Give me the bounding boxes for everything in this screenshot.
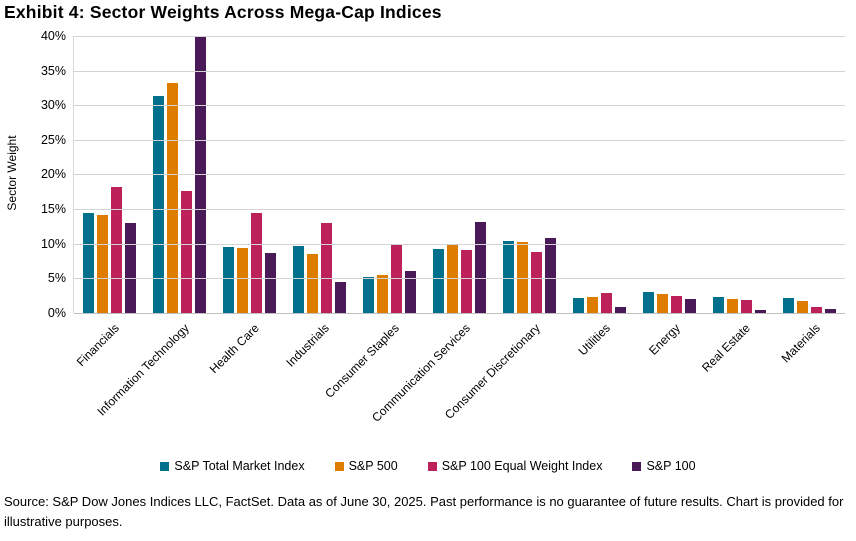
bar xyxy=(783,298,795,313)
bar xyxy=(657,293,669,313)
bar xyxy=(741,299,753,313)
bar-group-financials xyxy=(74,36,144,313)
gridline xyxy=(74,140,845,141)
bar xyxy=(713,297,725,313)
bar xyxy=(180,191,192,313)
gridline xyxy=(74,71,845,72)
legend-label: S&P 100 Equal Weight Index xyxy=(441,459,603,473)
bar xyxy=(811,306,823,313)
gridline xyxy=(74,174,845,175)
bar-group-consumer-staples xyxy=(354,36,424,313)
bar-groups-container xyxy=(74,36,845,313)
bar xyxy=(82,212,94,313)
bar xyxy=(433,249,445,313)
legend-item-s-p-500: S&P 500 xyxy=(334,459,398,473)
legend: S&P Total Market Index S&P 500 S&P 100 Equ… xyxy=(0,454,856,478)
gridline xyxy=(74,244,845,245)
bar xyxy=(376,274,388,313)
bar xyxy=(531,252,543,313)
bar-group-consumer-discretionary xyxy=(495,36,565,313)
legend-swatch-icon xyxy=(160,461,170,471)
source-note: Source: S&P Dow Jones Indices LLC, FactS… xyxy=(4,494,844,529)
bar xyxy=(447,245,459,313)
bar xyxy=(166,83,178,313)
legend-swatch-icon xyxy=(427,461,437,471)
legend-label: S&P Total Market Index xyxy=(174,459,305,473)
bar xyxy=(194,37,206,313)
bar xyxy=(264,253,276,313)
bar xyxy=(573,297,585,313)
bar xyxy=(685,299,697,313)
gridline xyxy=(74,209,845,210)
y-axis-tick: 40% xyxy=(40,29,66,43)
legend-label: S&P 100 xyxy=(646,459,696,473)
chart-title: Exhibit 4: Sector Weights Across Mega-Ca… xyxy=(4,2,442,22)
bar xyxy=(797,300,809,313)
bar-group-real-estate xyxy=(705,36,775,313)
y-axis-tick: 35% xyxy=(40,64,66,78)
bar xyxy=(755,310,767,313)
y-axis-tick: 0% xyxy=(47,306,66,320)
y-axis-tick: 30% xyxy=(40,98,66,112)
bar xyxy=(615,306,627,313)
bar xyxy=(671,295,683,313)
bar xyxy=(825,308,837,313)
plot-area xyxy=(73,36,845,314)
bar-group-health-care xyxy=(214,36,284,313)
bar-group-information-technology xyxy=(144,36,214,313)
bar xyxy=(517,241,529,313)
bar-group-communication-services xyxy=(424,36,494,313)
legend-item-s-p-100: S&P 100 xyxy=(632,459,696,473)
y-axis-tick: 20% xyxy=(40,167,66,181)
gridline xyxy=(74,36,845,37)
legend-label: S&P 500 xyxy=(348,459,398,473)
bar xyxy=(404,270,416,313)
bar xyxy=(461,249,473,313)
bar xyxy=(236,247,248,313)
legend-swatch-icon xyxy=(334,461,344,471)
bar-group-materials xyxy=(775,36,845,313)
bar-group-industrials xyxy=(284,36,354,313)
bar xyxy=(124,222,136,313)
bar xyxy=(587,297,599,313)
bar xyxy=(362,277,374,313)
bar xyxy=(503,240,515,313)
legend-swatch-icon xyxy=(632,461,642,471)
y-axis-tick: 15% xyxy=(40,202,66,216)
bar xyxy=(334,281,346,313)
bar xyxy=(110,186,122,313)
legend-item-s-p-total-market-index: S&P Total Market Index xyxy=(160,459,305,473)
bar xyxy=(475,221,487,313)
gridline xyxy=(74,278,845,279)
bar xyxy=(292,245,304,313)
bar xyxy=(390,245,402,313)
bar xyxy=(545,237,557,313)
y-axis-tick: 25% xyxy=(40,133,66,147)
bar xyxy=(306,254,318,313)
bar xyxy=(96,215,108,313)
legend-item-s-p-100-equal-weight-index: S&P 100 Equal Weight Index xyxy=(427,459,603,473)
bar xyxy=(320,222,332,313)
bar xyxy=(222,246,234,313)
bar-group-energy xyxy=(635,36,705,313)
bar xyxy=(643,292,655,313)
gridline xyxy=(74,105,845,106)
bar-group-utilities xyxy=(565,36,635,313)
y-axis-tick: 5% xyxy=(47,271,66,285)
y-axis-tick: 10% xyxy=(40,237,66,251)
gridline xyxy=(74,313,845,314)
bar xyxy=(727,299,739,313)
bar xyxy=(152,95,164,313)
bar xyxy=(601,292,613,313)
bar xyxy=(250,213,262,313)
